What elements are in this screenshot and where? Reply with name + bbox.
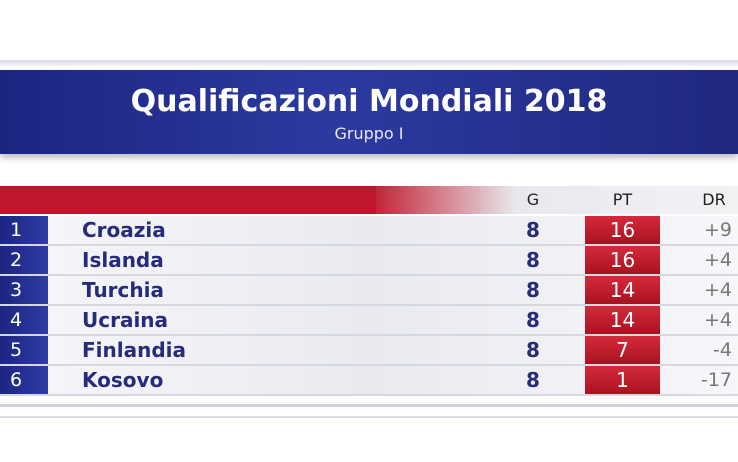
bottom-line bbox=[0, 416, 738, 418]
column-header: DR bbox=[702, 190, 726, 209]
rank-cell: 4 bbox=[0, 306, 48, 334]
g-cell: 8 bbox=[526, 248, 540, 272]
bottom-line bbox=[0, 404, 738, 407]
pt-cell: 14 bbox=[585, 276, 660, 304]
top-line bbox=[0, 60, 738, 66]
column-header: G bbox=[526, 190, 540, 209]
g-cell: 8 bbox=[526, 308, 540, 332]
table-header-red bbox=[0, 186, 376, 214]
dr-cell: +4 bbox=[703, 249, 732, 271]
column-header: PT bbox=[612, 190, 633, 209]
dr-cell: +4 bbox=[703, 309, 732, 331]
rank-cell: 6 bbox=[0, 366, 48, 394]
team-cell: Finlandia bbox=[82, 338, 187, 362]
dr-cell: -17 bbox=[700, 369, 732, 391]
rank-cell: 5 bbox=[0, 336, 48, 364]
title: Qualificazioni Mondiali 2018 bbox=[130, 84, 608, 119]
dr-cell: +9 bbox=[703, 219, 732, 241]
pt-cell: 16 bbox=[585, 246, 660, 274]
g-cell: 8 bbox=[526, 218, 540, 242]
pt-cell: 1 bbox=[585, 366, 660, 394]
rank-cell: 2 bbox=[0, 246, 48, 274]
team-cell: Kosovo bbox=[82, 368, 164, 392]
subtitle: Gruppo I bbox=[334, 124, 404, 143]
team-cell: Croazia bbox=[82, 218, 166, 242]
pt-cell: 16 bbox=[585, 216, 660, 244]
pt-cell: 7 bbox=[585, 336, 660, 364]
team-cell: Turchia bbox=[82, 278, 164, 302]
dr-cell: -4 bbox=[713, 339, 732, 361]
g-cell: 8 bbox=[526, 278, 540, 302]
dr-cell: +4 bbox=[703, 279, 732, 301]
team-cell: Islanda bbox=[82, 248, 164, 272]
pt-cell: 14 bbox=[585, 306, 660, 334]
g-cell: 8 bbox=[526, 368, 540, 392]
title-band bbox=[0, 70, 738, 154]
team-cell: Ucraina bbox=[82, 308, 169, 332]
rank-cell: 3 bbox=[0, 276, 48, 304]
rank-cell: 1 bbox=[0, 216, 48, 244]
g-cell: 8 bbox=[526, 338, 540, 362]
